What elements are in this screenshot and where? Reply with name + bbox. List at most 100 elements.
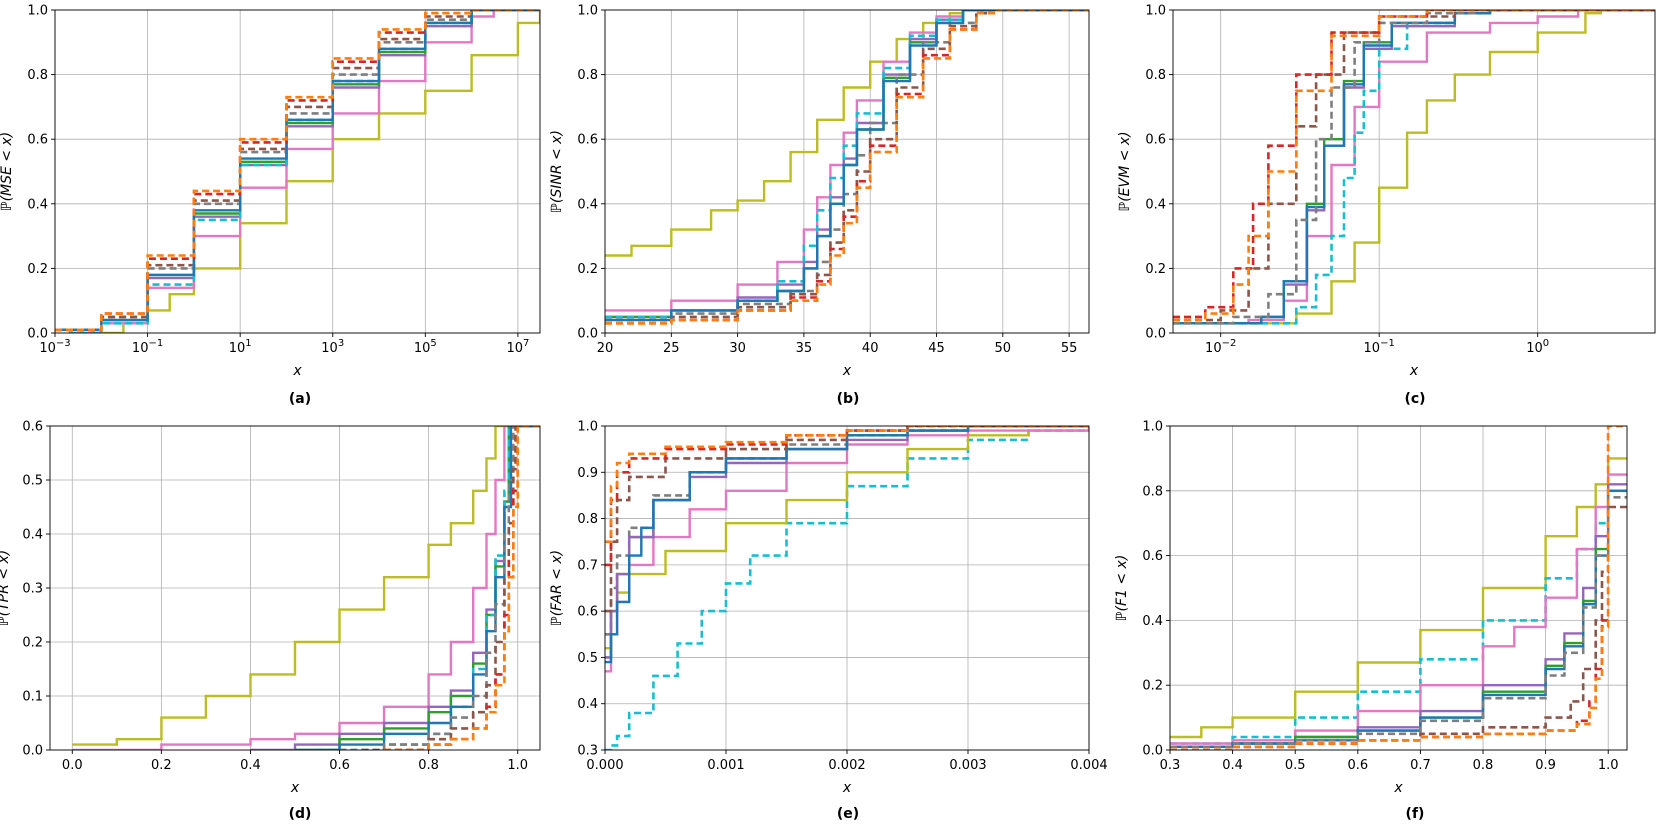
- y-tick-label: 0.2: [1142, 679, 1163, 694]
- x-tick-label: 45: [928, 341, 945, 356]
- y-tick-label: 0.6: [1145, 133, 1166, 148]
- x-tick-label: 0.7: [1410, 758, 1431, 773]
- x-tick-label: 103: [321, 338, 344, 356]
- series-line-blue: [605, 426, 1089, 664]
- x-tick-label: 0.0: [62, 758, 83, 773]
- x-tick-label: 105: [414, 338, 437, 356]
- series-line-purple: [1173, 10, 1655, 325]
- series-line-orange: [605, 426, 1089, 543]
- x-axis-label: x: [842, 780, 852, 796]
- x-tick-label: 25: [663, 341, 680, 356]
- x-tick-label: 107: [506, 338, 529, 356]
- series-group: [605, 10, 1089, 325]
- x-tick-label: 0.000: [586, 758, 623, 773]
- y-axis-label: ℙ(MSE < x): [0, 132, 15, 211]
- y-tick-label: 1.0: [577, 4, 598, 19]
- y-axis-label: ℙ(EVM < x): [1117, 131, 1133, 211]
- x-tick-label: 55: [1061, 341, 1078, 356]
- y-tick-label: 0.6: [577, 605, 598, 620]
- series-line-cyan: [605, 10, 1089, 319]
- series-line-cyan: [317, 426, 540, 750]
- subplot-b: 20 25 30 35 40 45 50 55 0.0 0.2 0.4 0.6 0.8 1.0 x ℙ(SIN…: [549, 4, 1090, 407]
- series-line-cyan: [1170, 489, 1627, 745]
- x-tick-label: 30: [729, 341, 746, 356]
- x-tick-label: 1.0: [1598, 758, 1619, 773]
- subplot-caption: (d): [289, 806, 312, 822]
- series-line-purple: [1170, 483, 1627, 748]
- x-tick-label: 101: [229, 338, 252, 356]
- y-tick-label: 1.0: [577, 420, 598, 435]
- y-tick-label: 0.0: [27, 327, 48, 342]
- series-line-green: [1173, 10, 1655, 325]
- subplot-caption: (b): [837, 391, 860, 407]
- series-line-pink: [605, 10, 1089, 312]
- series-line-olive: [72, 426, 540, 746]
- x-tick-label: 0.9: [1535, 758, 1556, 773]
- y-tick-label: 0.0: [1142, 744, 1163, 759]
- series-line-blue: [295, 426, 540, 750]
- plot-frame: [54, 9, 541, 334]
- x-tick-label: 0.004: [1070, 758, 1107, 773]
- series-line-brown: [605, 10, 1089, 322]
- x-tick-label: 0.003: [949, 758, 986, 773]
- y-tick-label: 0.3: [577, 744, 598, 759]
- subplot-a: 10−3 10−1 101 103 105 107 0.0 0.2 0.4 0.6 0.8 1.0 x ℙ…: [0, 4, 541, 407]
- series-line-gray: [605, 10, 1089, 322]
- y-tick-label: 0.0: [577, 327, 598, 342]
- series-line-brown: [1173, 10, 1655, 322]
- series-line-purple: [605, 10, 1089, 319]
- y-tick-label: 0.4: [1142, 614, 1163, 629]
- series-line-gray: [1173, 10, 1655, 325]
- series-line-orange: [1170, 426, 1627, 750]
- series-line-blue: [1173, 10, 1655, 325]
- subplot-e: 0.000 0.001 0.002 0.003 0.004 0.3 0.4 0.5 0.6 0.7…: [549, 420, 1108, 823]
- y-tick-label: 0.8: [577, 68, 598, 83]
- series-line-pink: [605, 426, 1089, 673]
- subplot-c: 10−2 10−1 100 0.0 0.2 0.4 0.6 0.8 1.0 x ℙ(EVM < x)…: [1117, 4, 1656, 407]
- y-tick-label: 0.6: [1142, 549, 1163, 564]
- series-line-brown: [1170, 505, 1627, 750]
- series-line-red: [605, 426, 1089, 567]
- series-line-orange: [605, 10, 1089, 325]
- y-tick-label: 0.4: [1145, 197, 1166, 212]
- subplot-f: 0.3 0.4 0.5 0.6 0.7 0.8 0.9 1.0 0.0 0.2 0.4 0.6 0.8 1…: [1114, 420, 1628, 822]
- x-tick-label: 0.2: [151, 758, 172, 773]
- y-axis-label: ℙ(SINR < x): [549, 130, 565, 213]
- x-tick-label: 0.6: [329, 758, 350, 773]
- series-line-blue: [1170, 489, 1627, 748]
- y-tick-label: 0.4: [27, 197, 48, 212]
- y-tick-label: 0.2: [22, 636, 43, 651]
- series-group: [605, 426, 1089, 750]
- subplot-caption: (e): [837, 806, 859, 822]
- series-line-orange: [384, 426, 540, 750]
- x-tick-label: 100: [1526, 338, 1549, 356]
- y-tick-label: 0.2: [27, 262, 48, 277]
- series-line-orange: [55, 10, 540, 332]
- y-tick-label: 0.4: [577, 697, 598, 712]
- y-tick-label: 0.1: [22, 690, 43, 705]
- plot-frame: [604, 9, 1090, 334]
- x-tick-label: 10−3: [39, 338, 70, 356]
- series-line-red: [1170, 426, 1627, 750]
- y-tick-label: 0.5: [577, 651, 598, 666]
- y-tick-label: 0.5: [22, 474, 43, 489]
- y-tick-label: 0.4: [577, 197, 598, 212]
- series-line-blue: [605, 10, 1089, 322]
- series-line-green: [1170, 489, 1627, 748]
- x-tick-label: 1.0: [507, 758, 528, 773]
- x-tick-label: 10−1: [1364, 338, 1395, 356]
- y-axis-label: ℙ(FAR < x): [549, 550, 565, 626]
- plot-frame: [1169, 425, 1628, 751]
- series-line-pink: [68, 10, 540, 333]
- series-group: [55, 10, 540, 333]
- y-axis-label: ℙ(TPR < x): [0, 550, 12, 626]
- x-tick-label: 0.002: [828, 758, 865, 773]
- y-tick-label: 0.6: [22, 420, 43, 435]
- subplot-d: 0.0 0.2 0.4 0.6 0.8 1.0 0.0 0.1 0.2 0.3 0.4 0.5 0.6 x…: [0, 420, 541, 822]
- subplot-caption: (a): [289, 391, 311, 407]
- x-tick-label: 0.5: [1285, 758, 1306, 773]
- y-tick-label: 0.6: [577, 133, 598, 148]
- x-tick-label: 0.6: [1347, 758, 1368, 773]
- x-tick-label: 40: [862, 341, 879, 356]
